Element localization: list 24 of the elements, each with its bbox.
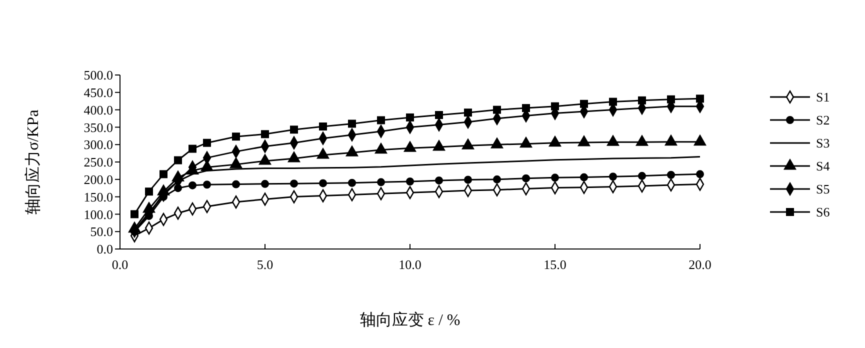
legend-label: S6 [816,204,830,220]
legend-label: S2 [816,112,830,128]
y-tick-label: 500.0 [84,68,113,83]
y-tick-label: 200.0 [84,172,113,187]
x-tick-label: 15.0 [544,257,566,272]
y-tick-label: 450.0 [84,84,113,100]
y-tick-label: 350.0 [84,120,113,135]
x-tick-label: 10.0 [398,257,422,272]
y-tick-label: 400.0 [84,102,113,118]
x-tick-label: 0.0 [112,257,128,272]
legend-label: S4 [816,158,830,174]
legend-label: S3 [816,136,830,151]
legend-label: S1 [816,90,830,105]
y-tick-label: 100.0 [84,206,113,222]
x-tick-label: 20.0 [688,257,712,272]
y-tick-label: 250.0 [84,154,113,170]
y-tick-label: 50.0 [90,224,113,240]
y-tick-label: 0.0 [96,242,113,257]
x-tick-label: 5.0 [256,257,274,272]
x-axis-title: 轴向应变 ε / % [360,311,460,329]
y-tick-label: 300.0 [84,137,113,152]
y-tick-label: 150.0 [84,189,113,204]
legend-label: S5 [816,182,830,197]
y-axis-title: 轴向应力σ/KPa [24,110,42,214]
